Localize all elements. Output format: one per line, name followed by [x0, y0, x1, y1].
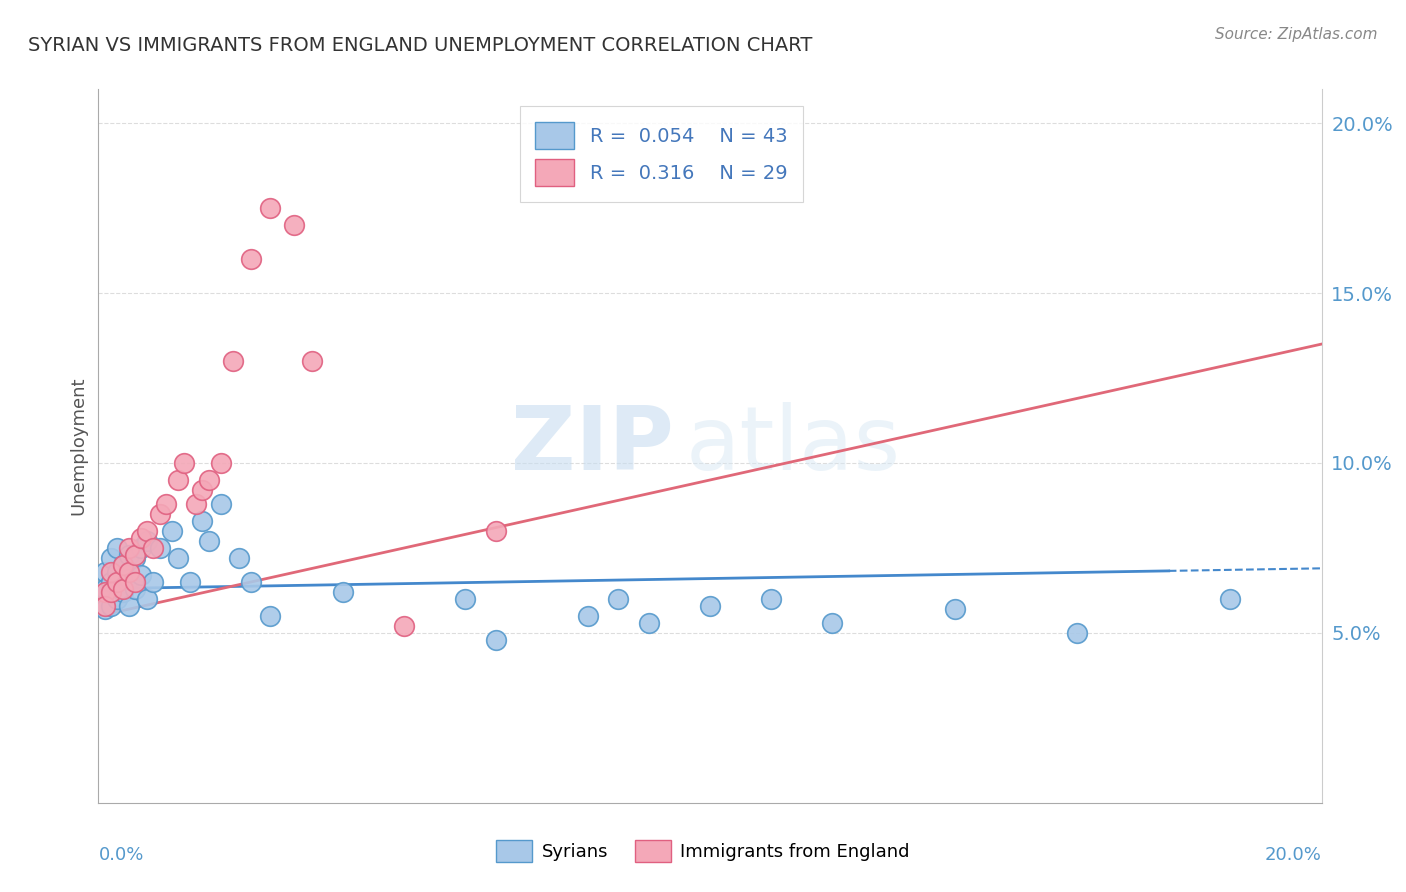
- Point: [93, 585, 115, 599]
- Point: [173, 456, 195, 470]
- Point: [259, 201, 281, 215]
- Point: [485, 524, 508, 538]
- Text: 0.0%: 0.0%: [98, 846, 143, 863]
- Point: [197, 534, 219, 549]
- Point: [136, 524, 159, 538]
- Point: [105, 574, 128, 589]
- Point: [124, 551, 146, 566]
- Point: [759, 591, 782, 606]
- Point: [136, 534, 159, 549]
- Y-axis label: Unemployment: Unemployment: [69, 376, 87, 516]
- Point: [136, 591, 159, 606]
- Point: [222, 354, 245, 368]
- Point: [142, 574, 165, 589]
- Point: [93, 565, 115, 579]
- Point: [105, 541, 128, 555]
- Point: [821, 615, 844, 630]
- Point: [301, 354, 323, 368]
- Point: [1219, 591, 1241, 606]
- Point: [943, 602, 966, 616]
- Point: [118, 541, 141, 555]
- Point: [191, 514, 214, 528]
- Point: [118, 548, 141, 562]
- Point: [93, 602, 115, 616]
- Point: [129, 541, 152, 555]
- Point: [228, 551, 250, 566]
- Point: [100, 585, 122, 599]
- Point: [111, 558, 134, 572]
- Text: Source: ZipAtlas.com: Source: ZipAtlas.com: [1215, 27, 1378, 42]
- Point: [129, 568, 152, 582]
- Text: SYRIAN VS IMMIGRANTS FROM ENGLAND UNEMPLOYMENT CORRELATION CHART: SYRIAN VS IMMIGRANTS FROM ENGLAND UNEMPL…: [28, 36, 813, 54]
- Point: [167, 473, 190, 487]
- Point: [186, 497, 208, 511]
- Point: [124, 574, 146, 589]
- Point: [699, 599, 721, 613]
- Point: [118, 572, 141, 586]
- Point: [240, 252, 263, 266]
- Point: [637, 615, 661, 630]
- Point: [259, 608, 281, 623]
- Point: [209, 497, 232, 511]
- Point: [454, 591, 477, 606]
- Point: [111, 582, 134, 596]
- Legend: R =  0.054    N = 43, R =  0.316    N = 29: R = 0.054 N = 43, R = 0.316 N = 29: [519, 106, 803, 202]
- Point: [93, 582, 115, 596]
- Point: [576, 608, 599, 623]
- Point: [118, 565, 141, 579]
- Point: [167, 551, 190, 566]
- Point: [118, 599, 141, 613]
- Point: [332, 585, 354, 599]
- Point: [191, 483, 214, 498]
- Point: [197, 473, 219, 487]
- Legend: Syrians, Immigrants from England: Syrians, Immigrants from England: [489, 833, 917, 870]
- Point: [160, 524, 183, 538]
- Point: [105, 565, 128, 579]
- Point: [105, 591, 128, 606]
- Point: [93, 599, 115, 613]
- Point: [240, 574, 263, 589]
- Point: [124, 548, 146, 562]
- Point: [607, 591, 630, 606]
- Point: [283, 218, 305, 232]
- Point: [100, 599, 122, 613]
- Point: [209, 456, 232, 470]
- Point: [111, 585, 134, 599]
- Point: [100, 574, 122, 589]
- Point: [155, 497, 177, 511]
- Point: [129, 531, 152, 545]
- Point: [100, 565, 122, 579]
- Point: [392, 619, 416, 633]
- Point: [100, 551, 122, 566]
- Text: 20.0%: 20.0%: [1265, 846, 1322, 863]
- Text: ZIP: ZIP: [510, 402, 673, 490]
- Point: [124, 582, 146, 596]
- Point: [149, 507, 172, 521]
- Point: [179, 574, 201, 589]
- Point: [149, 541, 172, 555]
- Point: [1066, 626, 1088, 640]
- Point: [111, 558, 134, 572]
- Point: [142, 541, 165, 555]
- Point: [485, 632, 508, 647]
- Text: atlas: atlas: [686, 402, 901, 490]
